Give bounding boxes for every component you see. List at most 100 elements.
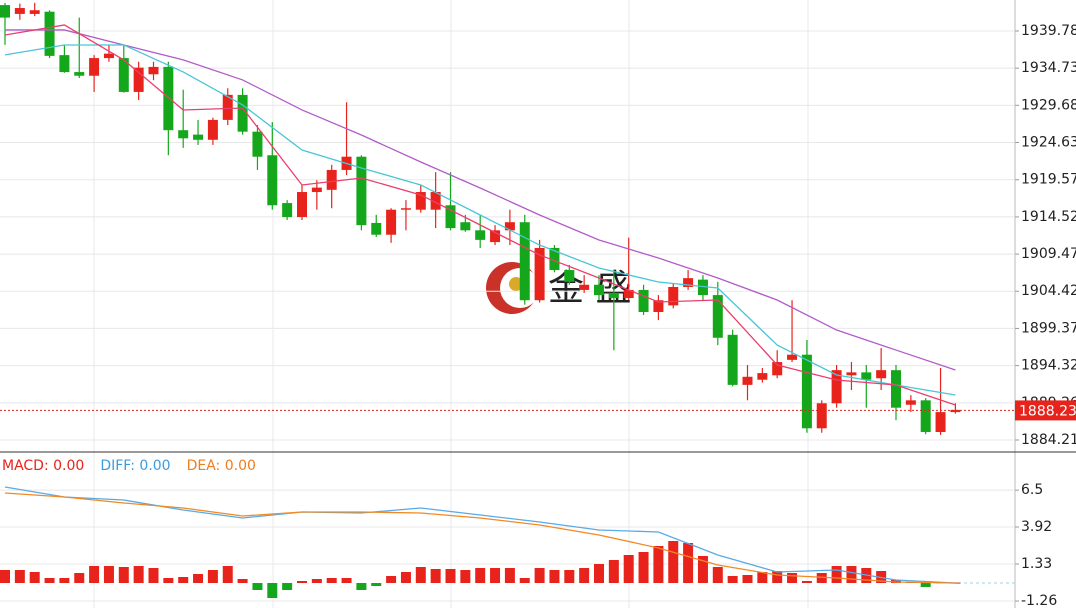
candle-body xyxy=(653,300,664,313)
macd-bar xyxy=(668,541,679,583)
candle-body xyxy=(326,169,337,190)
macd-bar xyxy=(816,573,827,583)
candle-body xyxy=(430,192,441,210)
candle-body xyxy=(905,400,916,405)
candle-body xyxy=(207,119,218,140)
y-tick-label: 1899.37 xyxy=(1021,320,1076,336)
y-tick-label: 3.92 xyxy=(1021,519,1052,535)
macd-bar xyxy=(445,569,456,583)
candle-body xyxy=(193,134,204,140)
candle-body xyxy=(920,400,931,432)
logo-dot xyxy=(509,277,523,291)
macd-bar xyxy=(89,566,100,583)
candle-body xyxy=(683,278,694,287)
macd-bar xyxy=(178,577,189,583)
candle-body xyxy=(519,222,530,301)
candle-body xyxy=(668,286,679,306)
candle-body xyxy=(534,247,545,301)
macd-bar xyxy=(801,581,812,583)
y-tick-label: 1.33 xyxy=(1021,556,1052,572)
macd-bar xyxy=(341,578,352,583)
candle-body xyxy=(14,8,25,14)
candle-body xyxy=(549,247,560,271)
candle-body xyxy=(608,292,619,299)
macd-bar xyxy=(267,583,278,598)
candle-body xyxy=(891,370,901,408)
candle-body xyxy=(712,295,723,338)
macd-bar xyxy=(282,583,293,590)
indicator-label: DIFF: 0.00 xyxy=(100,458,170,474)
macd-bar xyxy=(623,555,634,583)
candle-body xyxy=(356,156,367,226)
macd-bar xyxy=(193,574,204,583)
candle-body xyxy=(490,230,501,243)
candle-body xyxy=(237,94,248,132)
candle-body xyxy=(400,208,411,210)
candle-body xyxy=(742,376,753,385)
last-price-box xyxy=(1015,400,1076,421)
candle-body xyxy=(252,131,263,157)
macd-bar xyxy=(846,566,857,583)
macd-bar xyxy=(831,566,842,583)
candle-body xyxy=(772,362,783,376)
macd-bar xyxy=(549,570,560,583)
macd-bar xyxy=(400,572,411,583)
macd-bar xyxy=(59,578,70,583)
candle-body xyxy=(0,5,10,18)
macd-bar xyxy=(787,573,798,583)
last-price-label: 1888.23 xyxy=(1019,403,1076,419)
macd-bar xyxy=(297,581,307,583)
y-tick-label: 6.5 xyxy=(1021,482,1043,498)
candle-body xyxy=(445,205,456,229)
candle-body xyxy=(504,222,515,231)
macd-bar xyxy=(608,560,619,583)
macd-bar xyxy=(534,568,545,583)
macd-bar xyxy=(252,583,263,590)
y-tick-label: 1939.78 xyxy=(1021,23,1076,39)
candle-body xyxy=(415,192,426,210)
macd-bar xyxy=(638,552,649,583)
macd-bar xyxy=(430,569,441,583)
macd-bar xyxy=(742,575,753,583)
candle-body xyxy=(163,66,174,131)
v-grid xyxy=(93,0,809,608)
macd-bar xyxy=(519,578,530,583)
y-tick-label: 1934.73 xyxy=(1021,60,1076,76)
macd-bar xyxy=(118,567,129,583)
candle-body xyxy=(787,354,798,360)
candle-body xyxy=(623,289,634,299)
macd-bar xyxy=(237,579,248,583)
candle-body xyxy=(757,373,768,380)
macd-bar xyxy=(683,543,694,583)
macd-bar xyxy=(207,570,218,583)
macd-bar xyxy=(29,572,40,583)
macd-bar xyxy=(326,578,337,583)
macd-bar xyxy=(579,568,590,583)
macd-bar xyxy=(356,583,367,590)
y-tick-label: 1919.57 xyxy=(1021,172,1076,188)
macd-bar xyxy=(311,579,322,583)
macd-bar xyxy=(712,567,723,583)
macd-bar xyxy=(222,566,233,583)
macd-bar xyxy=(490,568,501,583)
candle-body xyxy=(178,130,189,139)
indicator-line xyxy=(4,24,956,406)
macd-bar xyxy=(697,556,708,583)
watermark-logo xyxy=(486,262,540,314)
candle-body xyxy=(29,10,40,14)
candle-body xyxy=(801,354,812,429)
y-tick-label: 1894.32 xyxy=(1021,358,1076,374)
y-tick-label: 1914.52 xyxy=(1021,209,1076,225)
indicator-label: DEA: 0.00 xyxy=(187,458,256,474)
macd-bar xyxy=(920,583,931,587)
candle-body xyxy=(460,222,471,231)
macd-bar xyxy=(727,576,738,583)
candle-body xyxy=(475,230,486,240)
y-tick-label: 1909.47 xyxy=(1021,246,1076,262)
macd-bar xyxy=(772,571,783,583)
candle-body xyxy=(846,372,857,376)
macd-bar xyxy=(386,576,397,583)
candle-body xyxy=(89,58,100,76)
candle-body xyxy=(44,11,55,56)
